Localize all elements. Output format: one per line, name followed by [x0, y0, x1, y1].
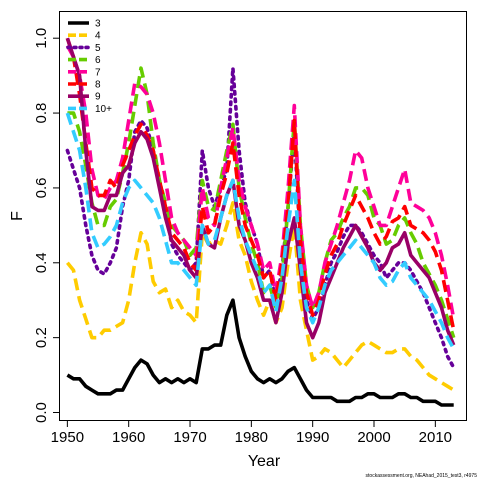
legend-label-5: 5	[95, 43, 101, 54]
series-line-3	[66, 298, 454, 407]
y-tick-label-0.0: 0.0	[33, 402, 50, 423]
y-axis-title: F	[9, 211, 26, 221]
x-tick-label-2010: 2010	[419, 429, 452, 446]
series-line-7	[65, 44, 456, 320]
y-tick-label-0.8: 0.8	[33, 103, 50, 124]
legend-label-8: 8	[95, 80, 101, 91]
series-line-9	[65, 37, 456, 346]
x-tick-label-1970: 1970	[173, 429, 206, 446]
footnote: stockassessment.org, NEAhad_2015_test3, …	[366, 473, 478, 479]
series-line-8	[65, 37, 456, 331]
legend-label-10plus: 10+	[95, 104, 112, 115]
legend-label-4: 4	[95, 31, 101, 42]
series-line-10plus	[65, 112, 456, 350]
series-line-6	[67, 66, 456, 339]
series-line-4	[66, 201, 455, 392]
legend-label-3: 3	[95, 19, 101, 30]
x-axis-title: Year	[248, 453, 281, 470]
y-tick-label-0.2: 0.2	[33, 327, 50, 348]
x-axis: 1950 1960 1970 1980 1990 2000 2010	[51, 420, 452, 446]
legend-label-6: 6	[95, 55, 101, 66]
legend-label-7: 7	[95, 67, 101, 78]
plot-frame	[59, 11, 467, 421]
x-tick-label-1990: 1990	[296, 429, 329, 446]
y-axis: 0.0 0.2 0.4 0.6 0.8 1.0	[33, 28, 60, 423]
x-tick-label-1960: 1960	[112, 429, 145, 446]
y-tick-label-0.6: 0.6	[33, 177, 50, 198]
x-tick-label-2000: 2000	[357, 429, 390, 446]
legend-label-9: 9	[95, 92, 101, 103]
series-layer	[65, 37, 456, 407]
x-tick-label-1980: 1980	[235, 429, 268, 446]
y-tick-label-1.0: 1.0	[33, 28, 50, 49]
y-tick-label-0.4: 0.4	[33, 252, 50, 273]
x-tick-label-1950: 1950	[51, 429, 84, 446]
